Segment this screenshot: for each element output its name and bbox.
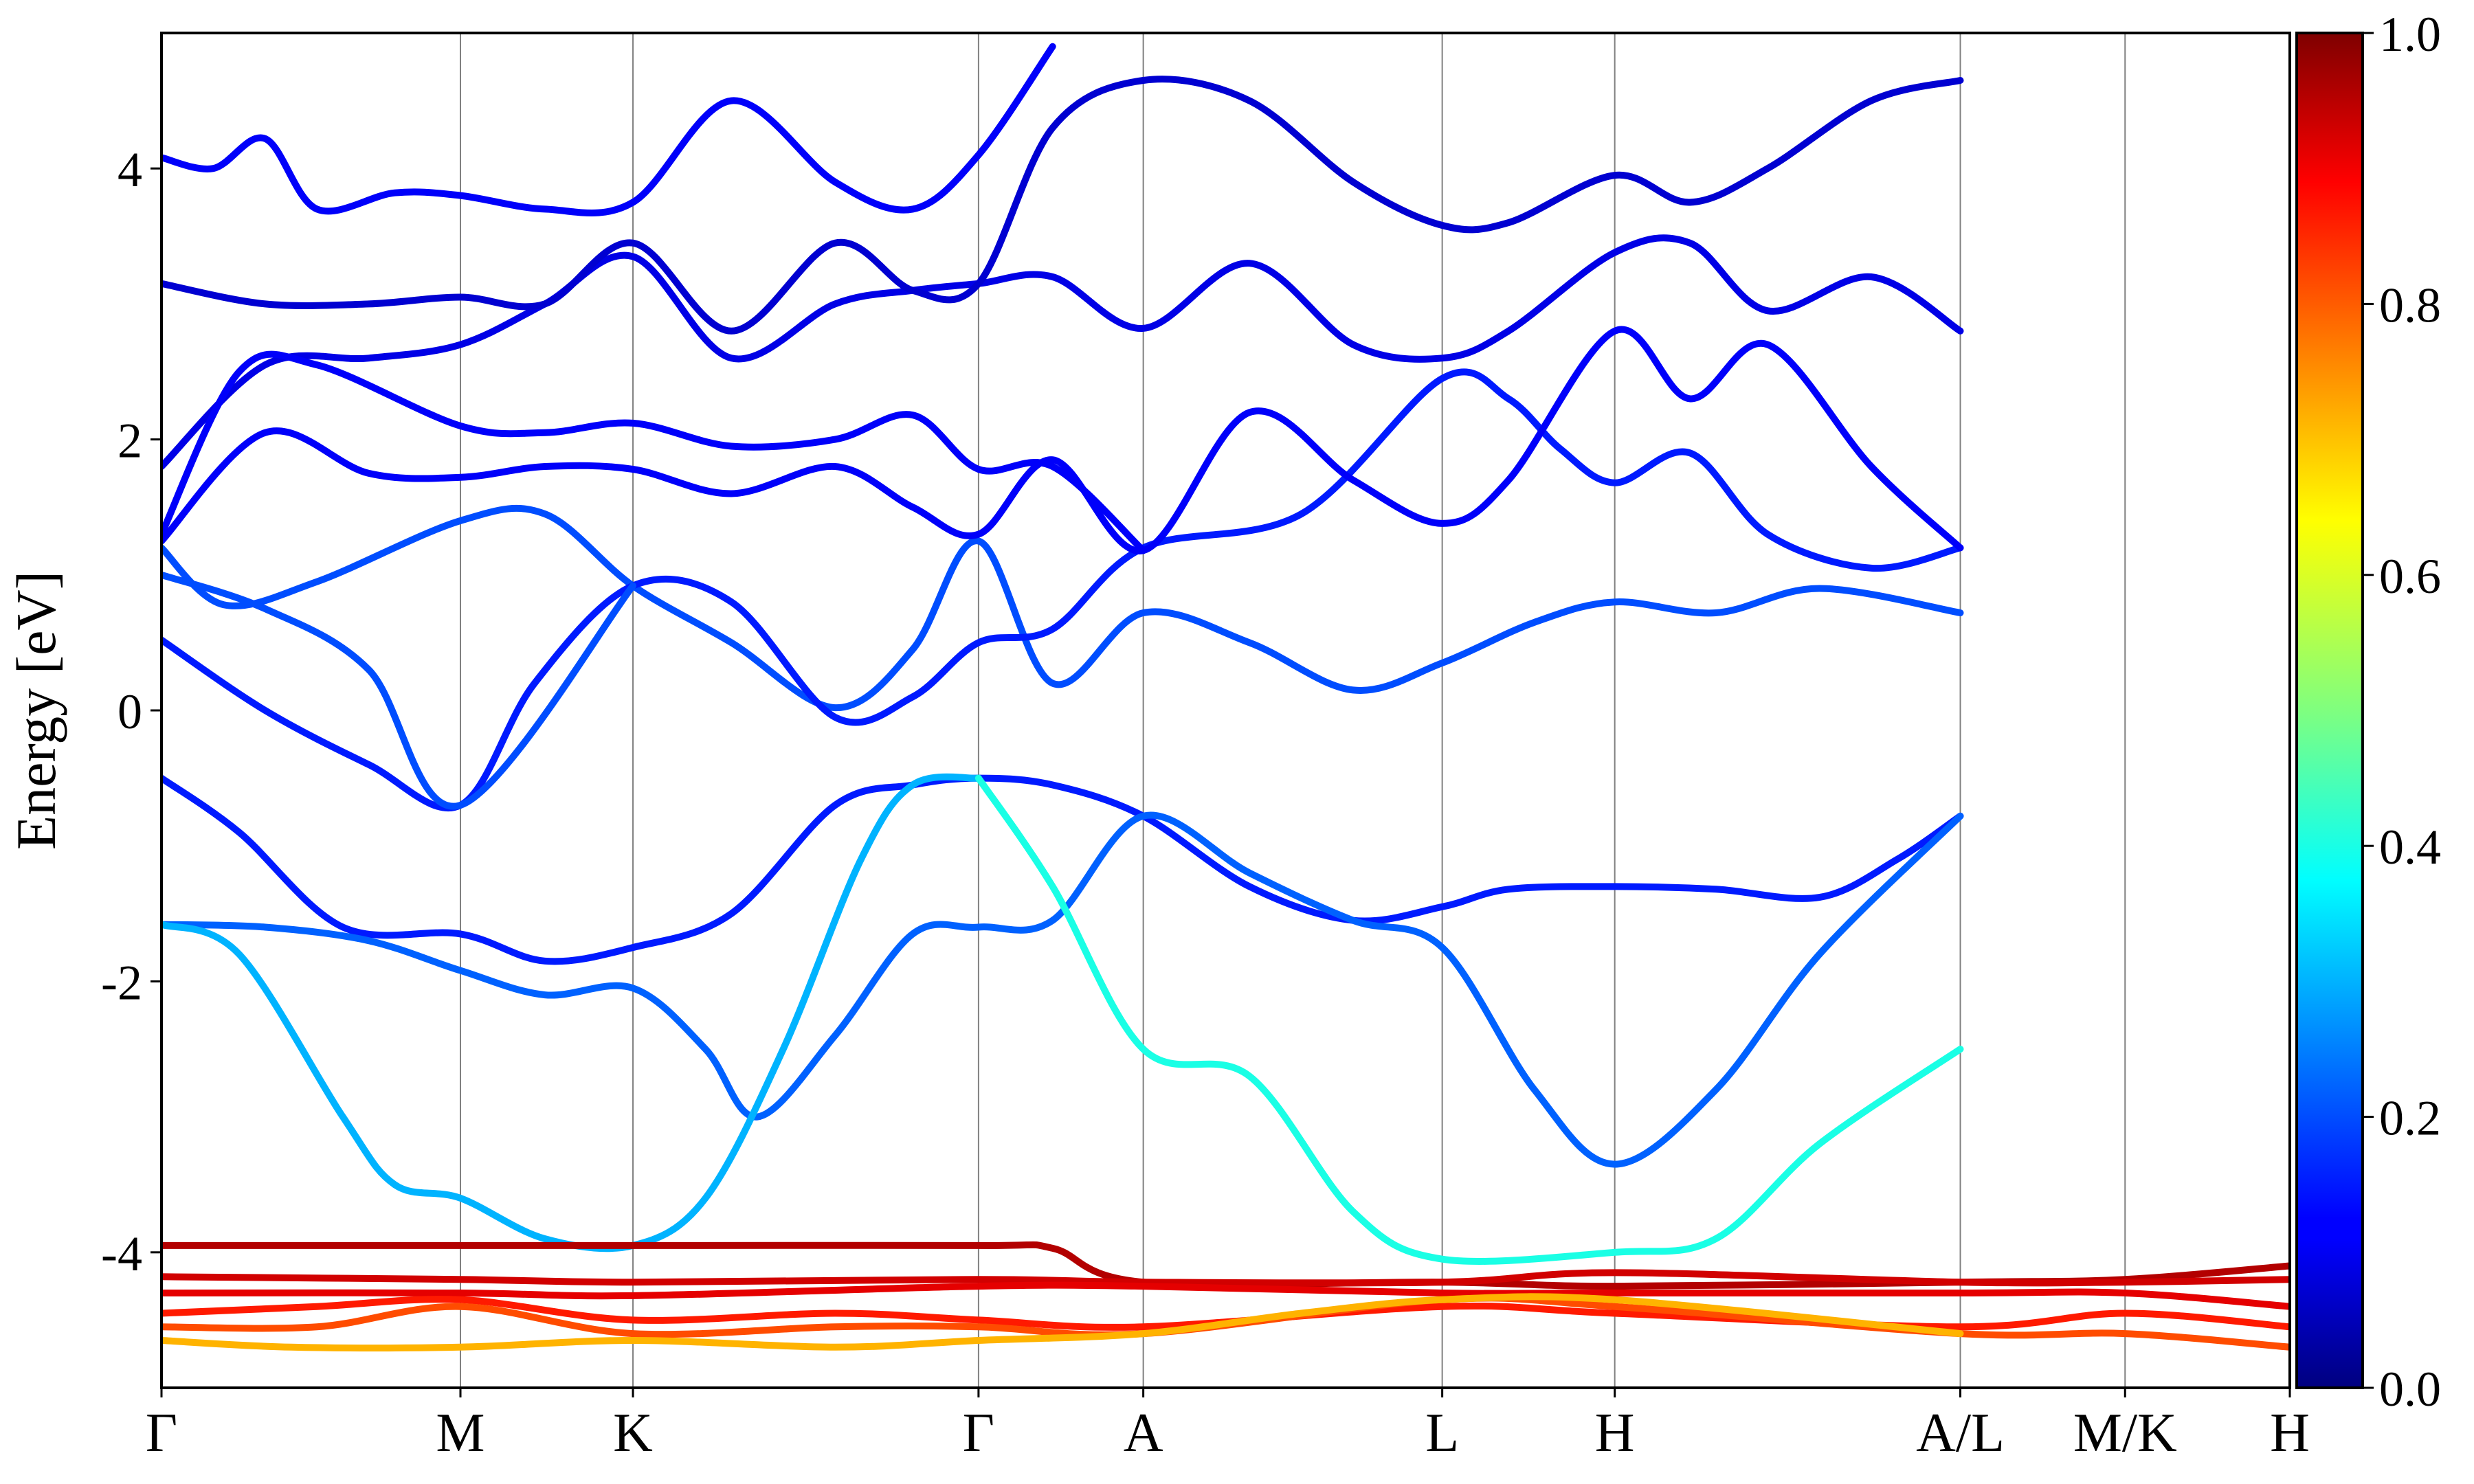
x-tick-label: L bbox=[1425, 1403, 1459, 1463]
y-tick-label: 4 bbox=[118, 142, 142, 197]
colorbar-tick-label: 0.0 bbox=[2379, 1362, 2441, 1417]
y-tick-label: -4 bbox=[101, 1226, 142, 1281]
band-line bbox=[161, 43, 1056, 216]
x-tick-label: H bbox=[2270, 1403, 2310, 1463]
x-tick-label: M/K bbox=[2073, 1403, 2177, 1463]
x-tick-label: A/L bbox=[1916, 1403, 2005, 1463]
band-line bbox=[161, 811, 1964, 1168]
x-tick-label: M bbox=[436, 1403, 484, 1463]
band-line bbox=[161, 1281, 2290, 1310]
y-tick-label: 2 bbox=[118, 414, 142, 469]
band-line bbox=[161, 571, 636, 810]
band-line bbox=[161, 504, 1964, 712]
y-axis-label: Energy [eV] bbox=[5, 571, 67, 850]
colorbar bbox=[2295, 32, 2364, 1389]
x-tick-label: A bbox=[1124, 1403, 1163, 1463]
plot-frame bbox=[160, 32, 2291, 1389]
band-lines bbox=[161, 43, 2290, 1352]
x-axis-ticks: Γ M K Γ A L H A/L M/K H bbox=[146, 1388, 2310, 1463]
x-tick-label: Γ bbox=[146, 1403, 177, 1463]
band-line bbox=[161, 1293, 1964, 1352]
colorbar-tick-label: 0.2 bbox=[2379, 1091, 2441, 1146]
colorbar-tick-label: 1.0 bbox=[2379, 7, 2441, 62]
band-line bbox=[161, 368, 1964, 812]
y-tick-label: 0 bbox=[118, 684, 142, 739]
band-line bbox=[161, 234, 1964, 470]
band-line bbox=[161, 350, 1147, 554]
y-tick-label: -2 bbox=[101, 955, 142, 1010]
band-line bbox=[161, 1269, 2290, 1287]
colorbar-tick-label: 0.6 bbox=[2379, 549, 2441, 604]
band-line bbox=[161, 76, 1964, 335]
k-point-gridlines bbox=[459, 33, 2126, 1388]
x-tick-label: K bbox=[613, 1403, 653, 1463]
band-line bbox=[974, 774, 1964, 1265]
band-line bbox=[161, 774, 1964, 965]
x-tick-label: H bbox=[1595, 1403, 1635, 1463]
band-line bbox=[161, 326, 1964, 554]
colorbar-tick-label: 0.4 bbox=[2379, 820, 2441, 875]
x-tick-label: Γ bbox=[963, 1403, 994, 1463]
colorbar-ticks: 0.0 0.2 0.4 0.6 0.8 1.0 bbox=[2363, 7, 2441, 1417]
colorbar-tick-label: 0.8 bbox=[2379, 278, 2441, 333]
band-line bbox=[161, 1296, 2290, 1331]
y-axis-ticks: -4 -2 0 2 4 bbox=[101, 142, 161, 1281]
